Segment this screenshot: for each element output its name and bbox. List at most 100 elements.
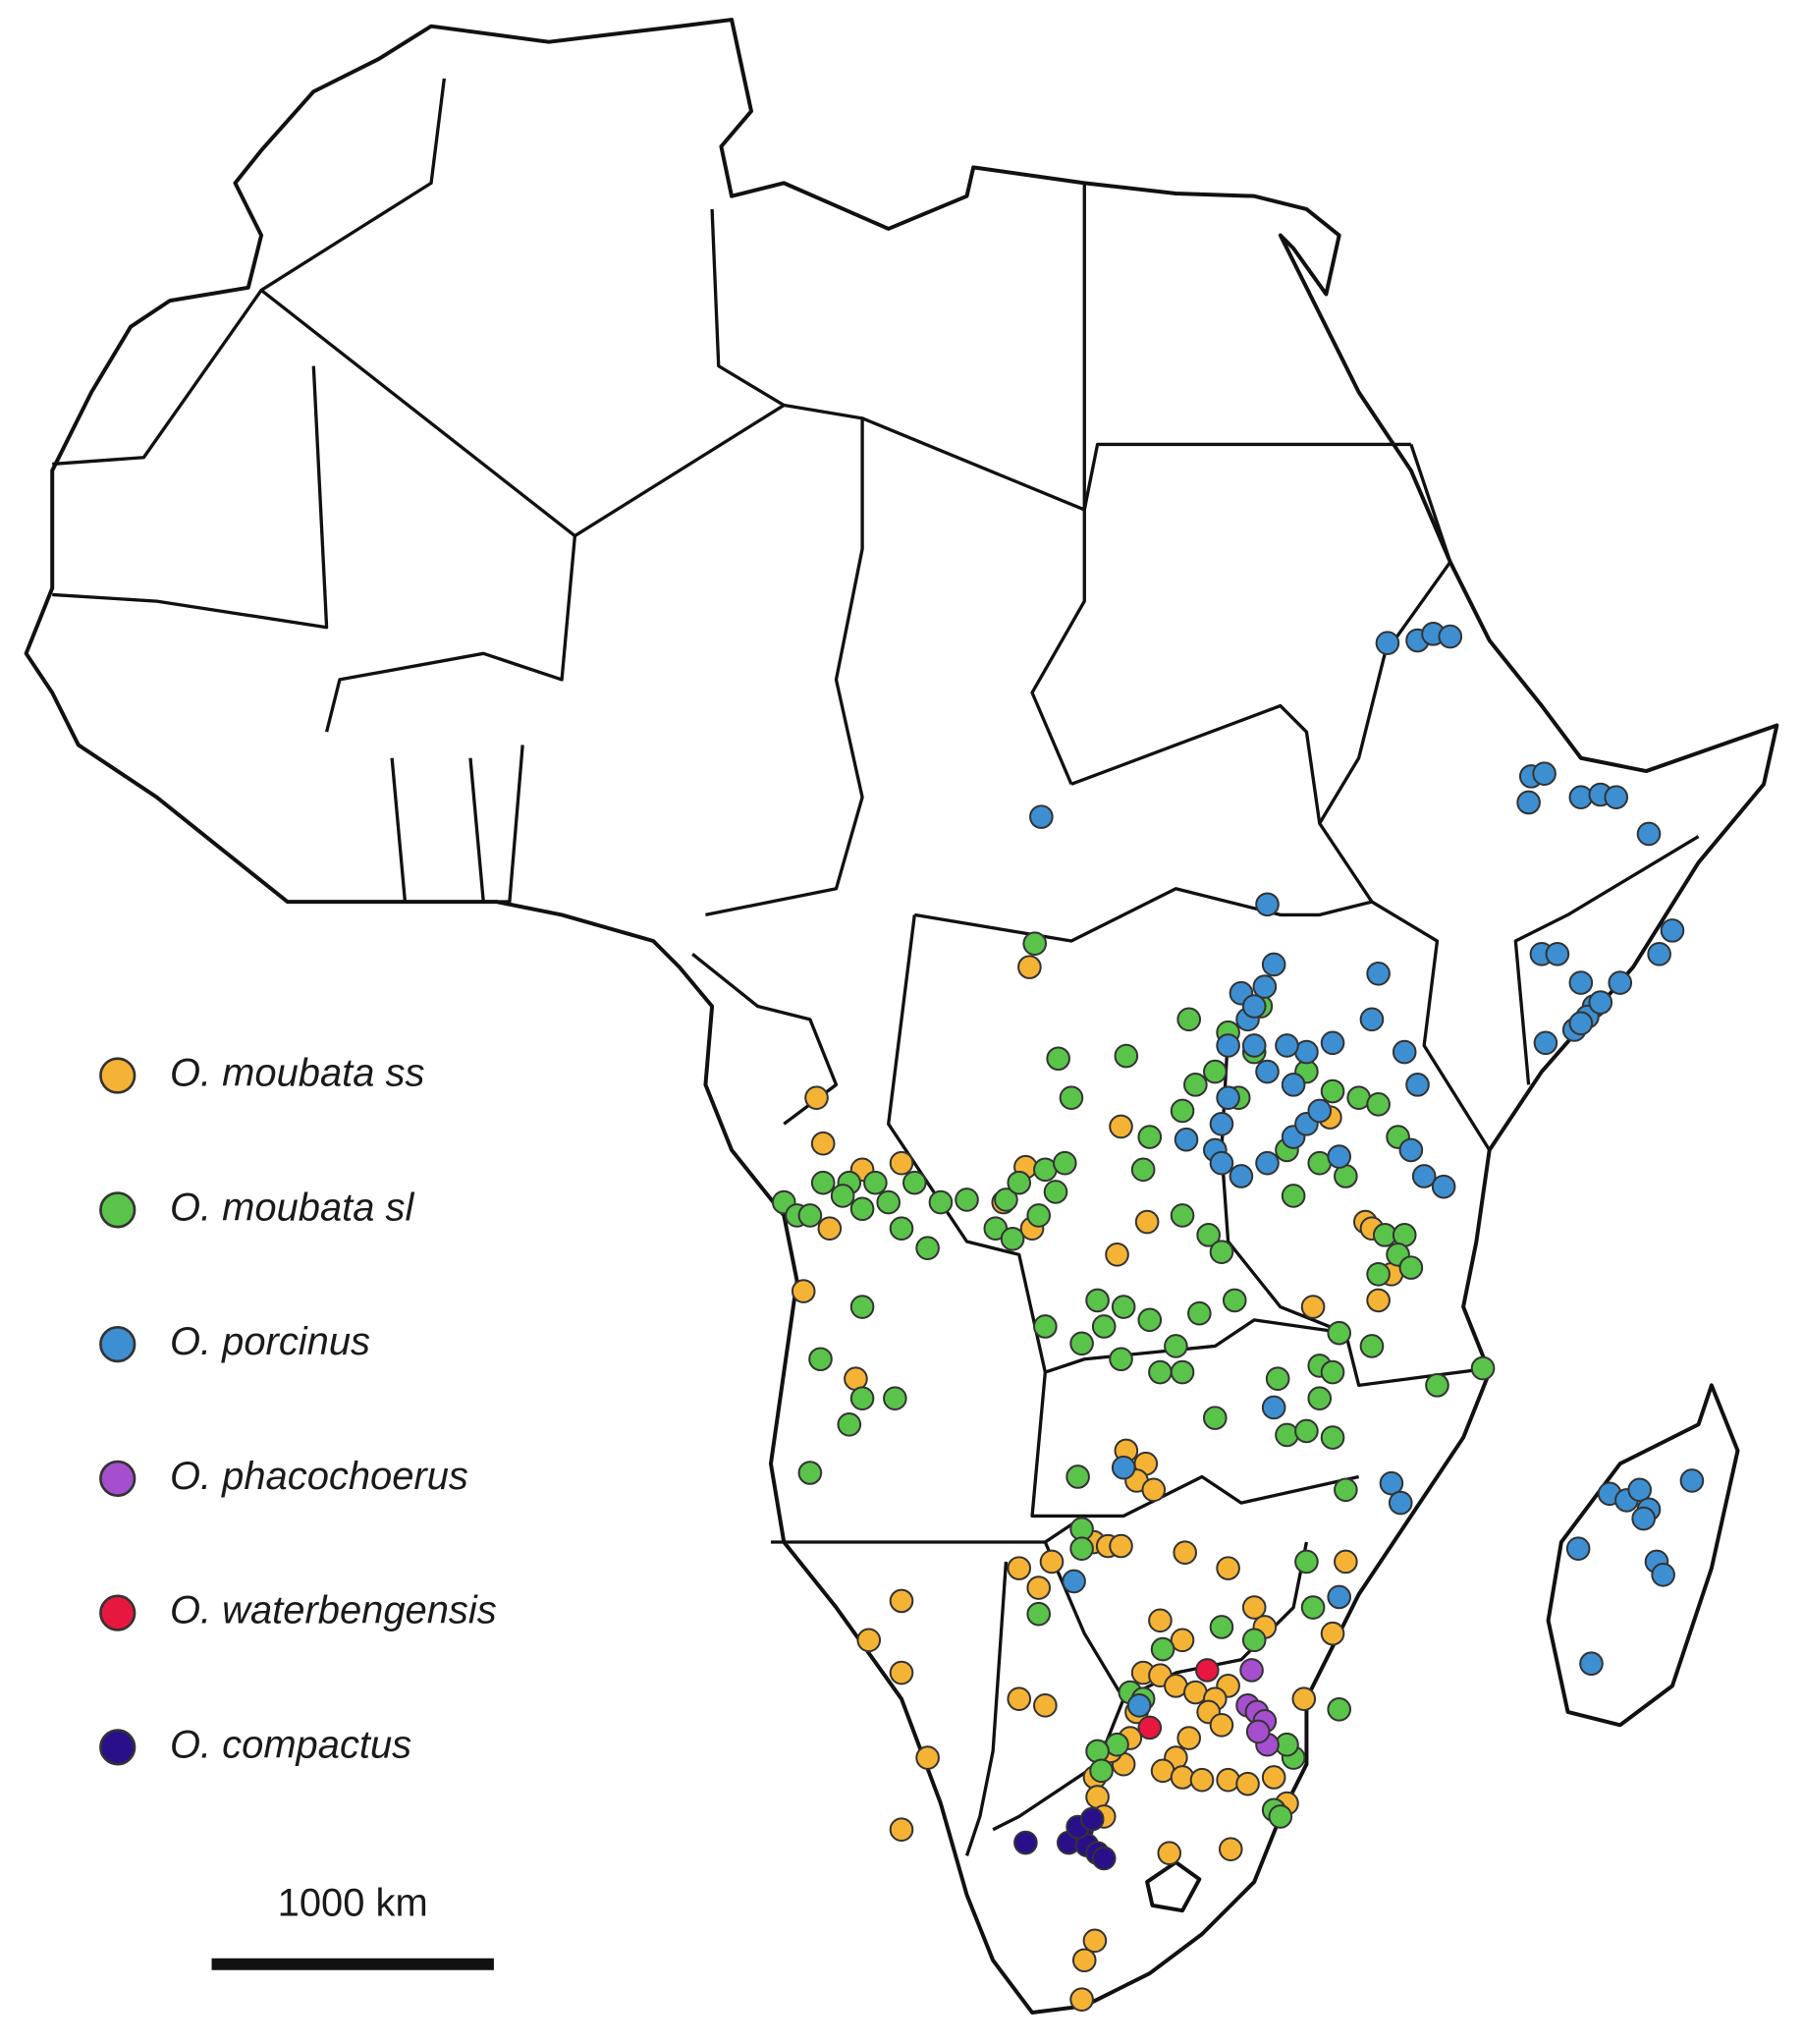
occurrence-point xyxy=(856,1628,882,1653)
occurrences xyxy=(771,622,1705,2012)
occurrence-point xyxy=(1516,790,1541,815)
occurrence-point xyxy=(1209,1111,1234,1136)
occurrence-point xyxy=(1268,1804,1293,1829)
occurrence-point xyxy=(1533,1030,1558,1056)
occurrence-point xyxy=(791,1279,816,1303)
occurrence-point xyxy=(1366,1288,1391,1313)
occurrence-point xyxy=(1281,1073,1306,1097)
occurrence-point xyxy=(1241,1033,1267,1058)
occurrence-point xyxy=(837,1411,862,1437)
border xyxy=(710,208,786,407)
occurrence-point xyxy=(849,1295,875,1319)
border xyxy=(992,1698,1125,1832)
occurrence-point xyxy=(889,1216,914,1242)
legend-label: O. phacochoerus xyxy=(170,1455,468,1498)
occurrence-point xyxy=(889,1817,914,1843)
occurrence-point xyxy=(955,1188,979,1212)
occurrence-point xyxy=(1170,1359,1195,1385)
occurrence-point xyxy=(1170,1765,1195,1790)
occurrence-point xyxy=(1069,1536,1094,1561)
occurrence-point xyxy=(1229,1164,1254,1188)
occurrence-point xyxy=(1294,1549,1319,1574)
occurrence-point xyxy=(1085,1739,1110,1764)
occurrence-point xyxy=(1261,952,1286,977)
occurrence-point xyxy=(797,1461,823,1485)
occurrence-point xyxy=(1157,1841,1182,1865)
occurrence-point xyxy=(1291,1686,1317,1711)
occurrence-point xyxy=(1366,1261,1391,1287)
occurrence-point xyxy=(1111,1295,1136,1319)
occurrence-point xyxy=(1608,970,1633,995)
scale-label: 1000 km xyxy=(278,1881,428,1924)
occurrence-point xyxy=(1183,1073,1208,1097)
occurrence-point xyxy=(1425,1373,1449,1398)
occurrence-point xyxy=(1281,1184,1306,1208)
occurrence-point xyxy=(1375,631,1400,655)
occurrence-point xyxy=(1164,1334,1188,1358)
occurrence-point xyxy=(1579,1651,1604,1677)
legend-label: O. moubata sl xyxy=(170,1186,415,1229)
occurrence-point xyxy=(1320,1425,1345,1450)
legend-label: O. moubata ss xyxy=(170,1052,425,1095)
occurrence-point xyxy=(1252,974,1278,999)
occurrence-point xyxy=(1300,1595,1326,1620)
occurrence-point xyxy=(1195,1658,1220,1683)
legend-swatch xyxy=(99,1057,137,1094)
occurrence-point xyxy=(1568,1011,1594,1036)
occurrence-point xyxy=(1126,1693,1152,1718)
occurrence-point xyxy=(1565,1536,1591,1561)
occurrence-point xyxy=(915,1745,940,1770)
occurrence-point xyxy=(876,1189,902,1215)
occurrence-point xyxy=(1631,1506,1656,1531)
occurrence-point xyxy=(889,1660,914,1685)
occurrence-point xyxy=(1176,1726,1202,1750)
occurrence-point xyxy=(1091,1314,1117,1339)
occurrence-point xyxy=(1320,1078,1345,1104)
occurrence-point xyxy=(902,1170,927,1195)
occurrence-point xyxy=(1033,1693,1058,1718)
occurrence-point xyxy=(1134,1209,1160,1235)
border xyxy=(964,1561,1009,1856)
occurrence-point xyxy=(1431,1174,1456,1199)
legend-label: O. compactus xyxy=(170,1723,411,1766)
occurrence-point xyxy=(1033,1314,1058,1339)
occurrence-point xyxy=(1091,1846,1117,1871)
occurrence-point xyxy=(1148,1608,1173,1633)
occurrence-point xyxy=(810,1131,836,1156)
occurrence-point xyxy=(1176,1007,1202,1032)
occurrence-point xyxy=(1043,1180,1068,1204)
occurrence-point xyxy=(1241,994,1267,1019)
occurrence-point xyxy=(1388,1490,1413,1516)
occurrence-point xyxy=(1647,942,1671,967)
occurrence-point xyxy=(1196,1223,1221,1247)
border xyxy=(390,757,408,903)
occurrence-point xyxy=(1392,1039,1417,1065)
occurrence-point xyxy=(1062,1569,1086,1594)
occurrence-point xyxy=(1209,1615,1234,1639)
occurrence-point xyxy=(1320,1621,1345,1646)
occurrence-point xyxy=(1627,1477,1653,1503)
occurrence-point xyxy=(1327,1320,1352,1346)
occurrence-point xyxy=(1588,990,1613,1015)
border xyxy=(705,417,864,917)
occurrence-point xyxy=(1069,1987,1094,2012)
occurrence-point xyxy=(1320,1030,1345,1056)
occurrence-point xyxy=(849,1196,875,1222)
occurrence-point xyxy=(808,1347,833,1372)
border xyxy=(324,535,577,733)
occurrence-point xyxy=(830,1184,855,1208)
occurrence-point xyxy=(1235,1771,1260,1796)
occurrence-point xyxy=(1059,1085,1084,1110)
border xyxy=(1371,900,1492,1151)
occurrence-point xyxy=(1170,1098,1195,1124)
occurrence-point xyxy=(1202,1406,1228,1430)
border xyxy=(52,365,329,630)
occurrence-point xyxy=(1109,1533,1133,1559)
occurrence-point xyxy=(1216,1767,1240,1793)
occurrence-point xyxy=(1109,1114,1133,1139)
occurrence-point xyxy=(1568,970,1594,995)
occurrence-point xyxy=(804,1085,829,1110)
occurrence-point xyxy=(1069,1331,1094,1356)
border xyxy=(1030,1371,1085,1519)
